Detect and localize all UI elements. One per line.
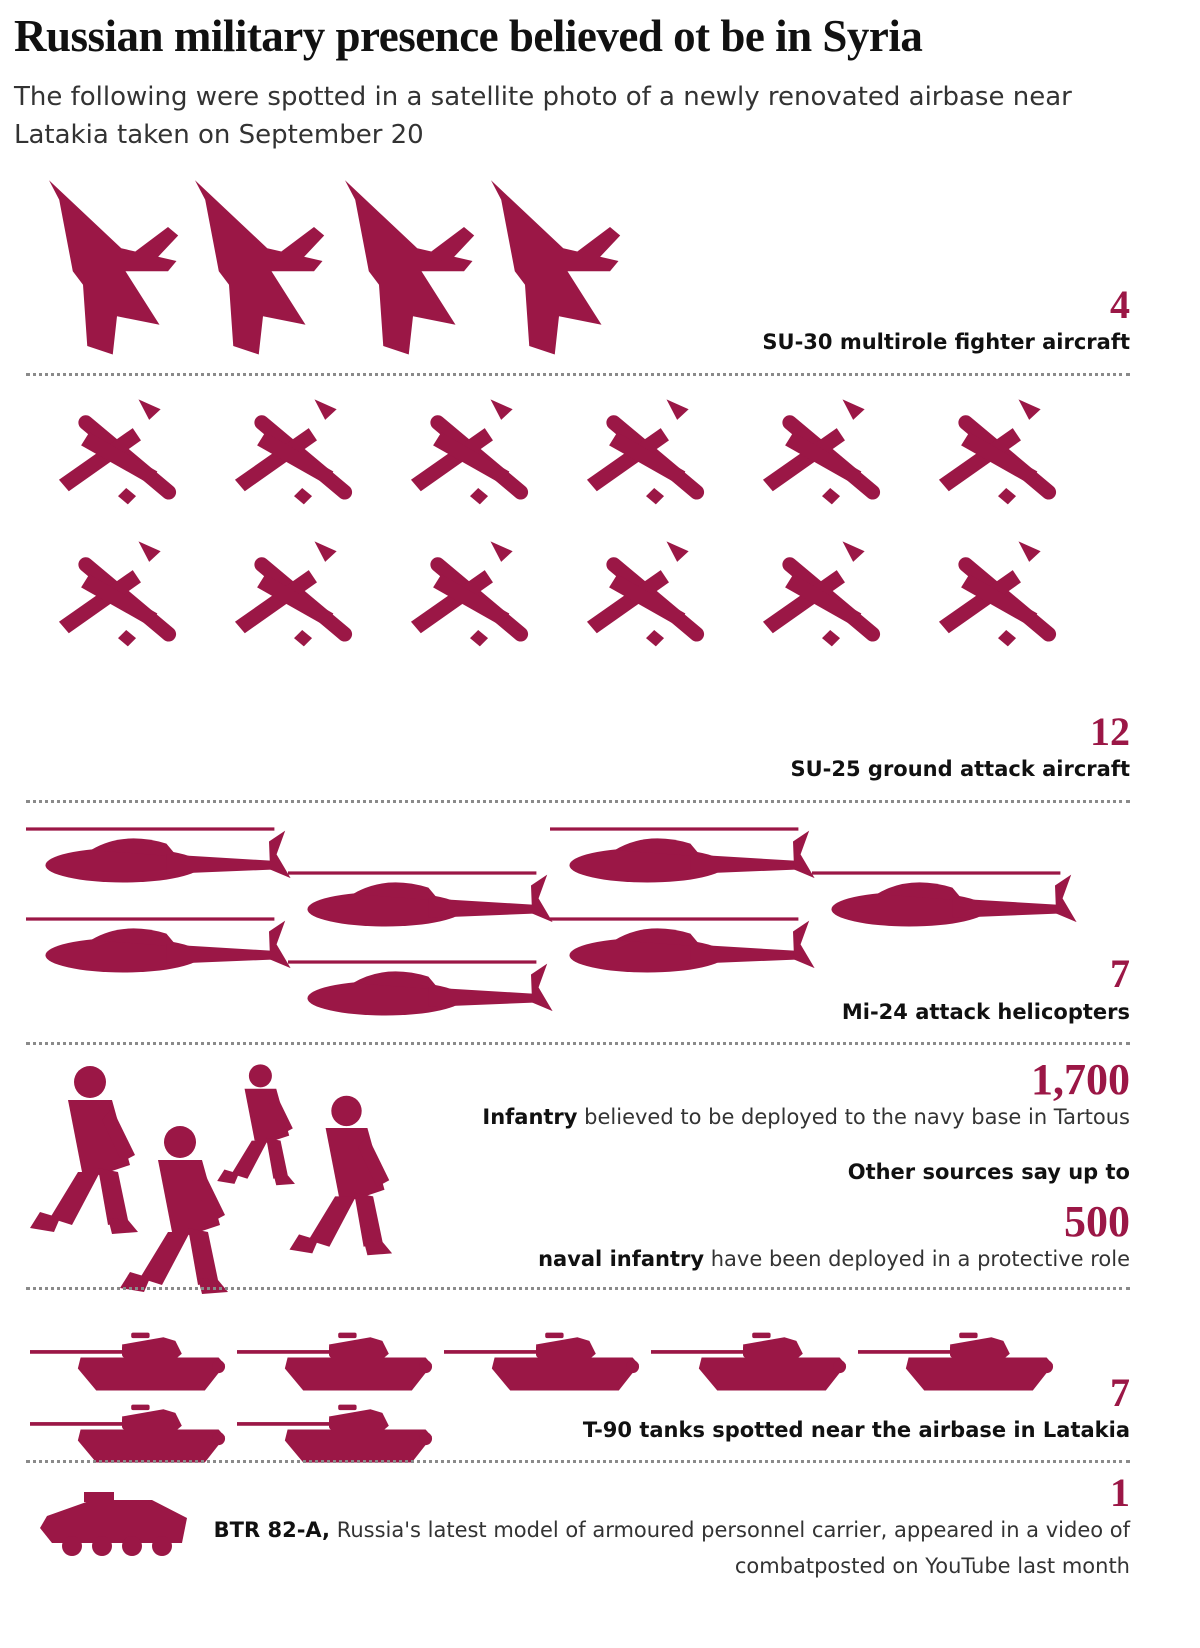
- t90-count: 7: [1110, 1370, 1130, 1415]
- mi24-label: Mi-24 attack helicopters: [841, 1000, 1130, 1024]
- attack-aircraft-icon: [586, 399, 705, 505]
- attack-aircraft-icon: [938, 399, 1057, 505]
- divider: [26, 1460, 1130, 1463]
- attack-aircraft-icon: [410, 399, 529, 505]
- btr-label-bold: BTR 82-A,: [213, 1518, 331, 1542]
- naval-infantry-count: 500: [1064, 1197, 1130, 1246]
- helicopter-icon: [812, 871, 1077, 927]
- helicopter-icon: [26, 827, 291, 883]
- helicopter-icon: [550, 827, 815, 883]
- tank-icon: [30, 1332, 226, 1391]
- infantry-label-rest: believed to be deployed to the navy base…: [577, 1105, 1130, 1129]
- attack-aircraft-icon: [58, 399, 177, 505]
- naval-infantry-label: naval infantry have been deployed in a p…: [538, 1247, 1130, 1271]
- infantry-label-bold: Infantry: [482, 1105, 578, 1129]
- fighter-jet-icon: [491, 180, 621, 355]
- chart-subtitle: The following were spotted in a satellit…: [14, 82, 1072, 150]
- attack-aircraft-icon: [234, 399, 353, 505]
- tank-icon: [30, 1404, 226, 1463]
- tank-icon: [237, 1404, 433, 1463]
- divider: [26, 1042, 1130, 1045]
- fighter-jet-icon: [49, 180, 179, 355]
- soldier-icon: [120, 1126, 228, 1294]
- helicopter-icon: [288, 960, 553, 1016]
- attack-aircraft-icon: [762, 399, 881, 505]
- soldier-icon: [217, 1064, 295, 1186]
- other-sources-label: Other sources say up to: [847, 1160, 1130, 1184]
- helicopter-icon: [26, 917, 291, 973]
- btr-label: BTR 82-A, Russia's latest model of armou…: [210, 1512, 1130, 1584]
- btr-label-rest: Russia's latest model of armoured person…: [330, 1518, 1130, 1578]
- naval-infantry-label-bold: naval infantry: [538, 1247, 705, 1271]
- attack-aircraft-icon: [410, 541, 529, 647]
- fighter-jet-icon: [345, 180, 475, 355]
- divider: [26, 800, 1130, 803]
- t90-label: T-90 tanks spotted near the airbase in L…: [582, 1418, 1130, 1442]
- infantry-label: Infantry believed to be deployed to the …: [482, 1105, 1130, 1129]
- apc-icon: [40, 1492, 187, 1556]
- divider: [26, 373, 1130, 376]
- mi24-count: 7: [1110, 951, 1130, 996]
- attack-aircraft-icon: [586, 541, 705, 647]
- su30-count: 4: [1110, 282, 1130, 327]
- attack-aircraft-icon: [234, 541, 353, 647]
- infantry-count: 1,700: [1031, 1055, 1130, 1104]
- su25-label: SU-25 ground attack aircraft: [790, 757, 1130, 781]
- soldier-icon: [289, 1095, 393, 1256]
- tank-icon: [444, 1332, 640, 1391]
- divider: [26, 1287, 1130, 1290]
- attack-aircraft-icon: [938, 541, 1057, 647]
- su30-label: SU-30 multirole fighter aircraft: [762, 330, 1130, 354]
- chart-title: Russian military presence believed ot be…: [14, 11, 923, 61]
- btr-count: 1: [1110, 1470, 1130, 1515]
- tank-icon: [237, 1332, 433, 1391]
- fighter-jet-icon: [195, 180, 325, 355]
- helicopter-icon: [550, 917, 815, 973]
- naval-infantry-label-rest: have been deployed in a protective role: [704, 1247, 1130, 1271]
- tank-icon: [858, 1332, 1054, 1391]
- helicopter-icon: [288, 871, 553, 927]
- attack-aircraft-icon: [58, 541, 177, 647]
- attack-aircraft-icon: [762, 541, 881, 647]
- su25-count: 12: [1090, 709, 1130, 754]
- soldier-icon: [30, 1066, 138, 1234]
- tank-icon: [651, 1332, 847, 1391]
